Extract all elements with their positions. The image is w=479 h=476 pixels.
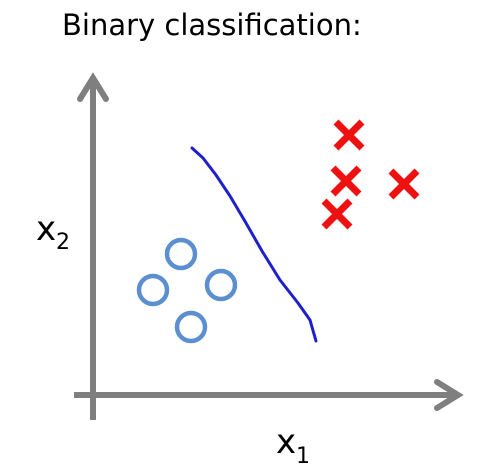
x-axis-label-var: x	[276, 422, 296, 462]
decision-boundary	[190, 146, 318, 343]
circle-point-4	[174, 310, 208, 344]
class-circle-points	[136, 237, 238, 344]
y-axis-label-subscript: 2	[56, 230, 70, 255]
y-axis-arrowhead	[77, 72, 109, 102]
circle-point-2	[136, 273, 170, 307]
y-axis-label-var: x	[36, 209, 56, 249]
x-axis-label-subscript: 1	[296, 444, 310, 469]
cross-point-1	[333, 119, 365, 151]
circle-point-3	[204, 268, 238, 302]
x-axis-arrowhead	[434, 379, 464, 411]
cross-point-2	[330, 165, 362, 197]
cross-point-4	[321, 198, 353, 230]
axes	[74, 72, 464, 420]
cross-point-3	[388, 168, 420, 200]
circle-point-1	[164, 237, 198, 271]
class-cross-points	[321, 119, 420, 230]
y-axis-label: x 2	[36, 209, 70, 255]
diagram-title: Binary classification:	[62, 8, 362, 42]
x-axis-label: x 1	[276, 422, 310, 469]
